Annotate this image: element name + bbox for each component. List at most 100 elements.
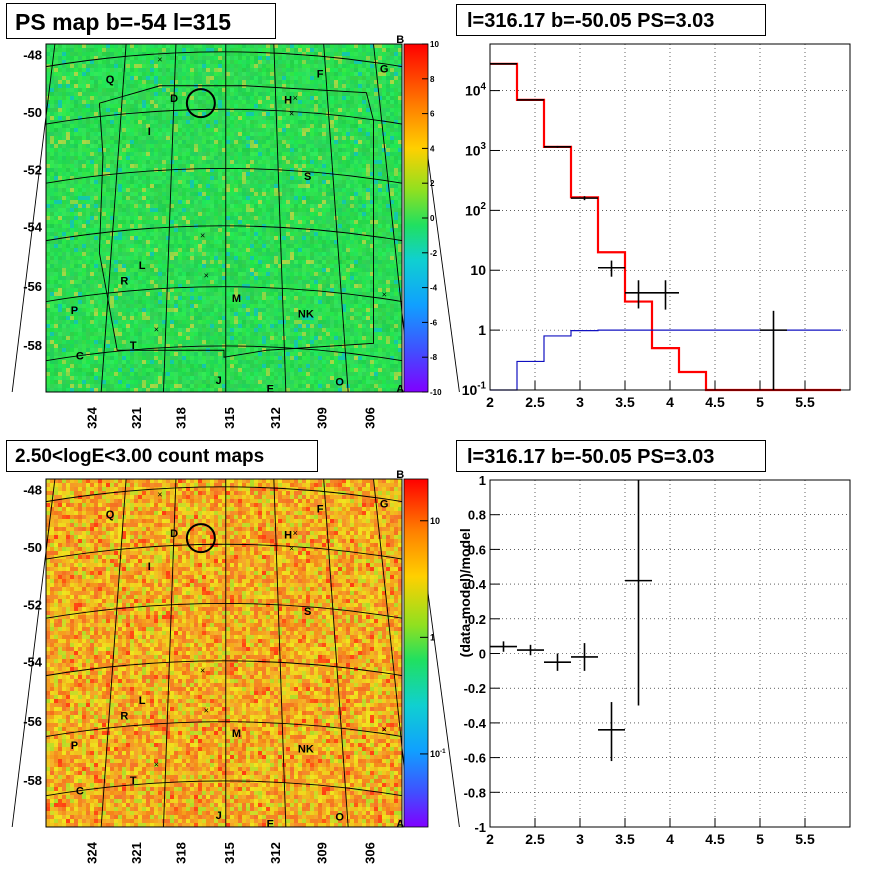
ps-map-pixel bbox=[166, 144, 170, 148]
ps-map-pixel bbox=[274, 80, 278, 84]
ps-map-pixel bbox=[170, 188, 174, 192]
ps-map-pixel bbox=[90, 80, 94, 84]
ps-map-pixel bbox=[382, 88, 386, 92]
ps-map-pixel bbox=[242, 176, 246, 180]
ps-map-pixel bbox=[222, 108, 226, 112]
ps-map-pixel bbox=[46, 128, 50, 132]
ps-map-pixel bbox=[234, 76, 238, 80]
ps-map-pixel bbox=[314, 120, 318, 124]
ps-map-pixel bbox=[90, 264, 94, 268]
ps-map-pixel bbox=[190, 60, 194, 64]
ps-map-pixel bbox=[246, 200, 250, 204]
ps-map-pixel bbox=[290, 76, 294, 80]
ps-map-pixel bbox=[134, 76, 138, 80]
ps-map-pixel bbox=[178, 232, 182, 236]
ps-map-pixel bbox=[70, 244, 74, 248]
ps-map-pixel bbox=[302, 224, 306, 228]
ps-map-pixel bbox=[286, 176, 290, 180]
ps-map-pixel bbox=[342, 144, 346, 148]
ps-map-pixel bbox=[286, 92, 290, 96]
ps-map-pixel bbox=[314, 60, 318, 64]
ps-map-pixel bbox=[174, 176, 178, 180]
ps-map-pixel bbox=[186, 100, 190, 104]
ps-map-pixel bbox=[90, 268, 94, 272]
ps-map-pixel bbox=[118, 188, 122, 192]
ps-map-pixel bbox=[282, 180, 286, 184]
ps-map-pixel bbox=[250, 184, 254, 188]
ps-map-pixel bbox=[222, 152, 226, 156]
ps-map-pixel bbox=[310, 44, 314, 48]
ps-map-pixel bbox=[234, 192, 238, 196]
ps-map-pixel bbox=[126, 100, 130, 104]
ps-map-pixel bbox=[290, 84, 294, 88]
ps-map-pixel bbox=[218, 192, 222, 196]
ps-map-pixel bbox=[346, 56, 350, 60]
ps-map-pixel bbox=[62, 104, 66, 108]
ps-map-pixel bbox=[198, 56, 202, 60]
ps-map-pixel bbox=[398, 88, 402, 92]
ps-map-pixel bbox=[62, 148, 66, 152]
ps-map-pixel bbox=[250, 64, 254, 68]
ps-map-pixel bbox=[86, 80, 90, 84]
ps-map-pixel bbox=[198, 184, 202, 188]
ps-map-pixel bbox=[102, 236, 106, 240]
ps-map-pixel bbox=[54, 68, 58, 72]
ps-map-pixel bbox=[306, 84, 310, 88]
ps-map-pixel bbox=[206, 248, 210, 252]
ps-map-pixel bbox=[398, 204, 402, 208]
ps-map-pixel bbox=[278, 196, 282, 200]
ps-map-pixel bbox=[94, 120, 98, 124]
ps-map-pixel bbox=[238, 256, 242, 260]
ps-map-pixel bbox=[374, 84, 378, 88]
ps-map-pixel bbox=[182, 216, 186, 220]
ps-map-pixel bbox=[378, 260, 382, 264]
ps-map-pixel bbox=[194, 164, 198, 168]
ps-map-pixel bbox=[278, 116, 282, 120]
ps-map-pixel bbox=[114, 100, 118, 104]
ps-map-pixel bbox=[222, 148, 226, 152]
ps-map-pixel bbox=[282, 192, 286, 196]
ps-map-pixel bbox=[102, 56, 106, 60]
ps-map-pixel bbox=[234, 220, 238, 224]
ps-map-pixel bbox=[98, 88, 102, 92]
ps-map-pixel bbox=[54, 168, 58, 172]
ps-map-pixel bbox=[362, 100, 366, 104]
ps-map-pixel bbox=[330, 104, 334, 108]
ps-map-pixel bbox=[190, 236, 194, 240]
ps-map-pixel bbox=[186, 264, 190, 268]
ps-map-pixel bbox=[218, 264, 222, 268]
ps-map-pixel bbox=[78, 60, 82, 64]
ps-map-pixel bbox=[246, 208, 250, 212]
ps-map-pixel bbox=[70, 252, 74, 256]
ps-map-pixel bbox=[278, 156, 282, 160]
ps-map-pixel bbox=[146, 192, 150, 196]
ps-map-pixel bbox=[126, 44, 130, 48]
ps-map-pixel bbox=[274, 44, 278, 48]
ps-map-pixel bbox=[370, 204, 374, 208]
ps-map-pixel bbox=[134, 92, 138, 96]
ps-map-pixel bbox=[358, 96, 362, 100]
ps-map-pixel bbox=[142, 232, 146, 236]
ps-map-pixel bbox=[250, 100, 254, 104]
ps-map-pixel bbox=[318, 152, 322, 156]
ps-map-pixel bbox=[354, 56, 358, 60]
ps-map-pixel bbox=[90, 252, 94, 256]
ps-map-pixel bbox=[130, 260, 134, 264]
ps-map-pixel bbox=[98, 160, 102, 164]
ps-map-pixel bbox=[318, 144, 322, 148]
ps-map-pixel bbox=[286, 80, 290, 84]
ps-map-pixel bbox=[210, 160, 214, 164]
ps-map-pixel bbox=[394, 220, 398, 224]
ps-map-pixel bbox=[78, 112, 82, 116]
ps-map-pixel bbox=[90, 92, 94, 96]
ps-map-pixel bbox=[274, 196, 278, 200]
ps-map-pixel bbox=[226, 124, 230, 128]
ps-map-pixel bbox=[62, 216, 66, 220]
ps-map-pixel bbox=[382, 136, 386, 140]
ps-map-pixel bbox=[270, 176, 274, 180]
ps-map-pixel bbox=[262, 180, 266, 184]
ps-map-pixel bbox=[214, 188, 218, 192]
ps-map-pixel bbox=[346, 136, 350, 140]
ps-map-pixel bbox=[290, 216, 294, 220]
ps-map-pixel bbox=[162, 100, 166, 104]
